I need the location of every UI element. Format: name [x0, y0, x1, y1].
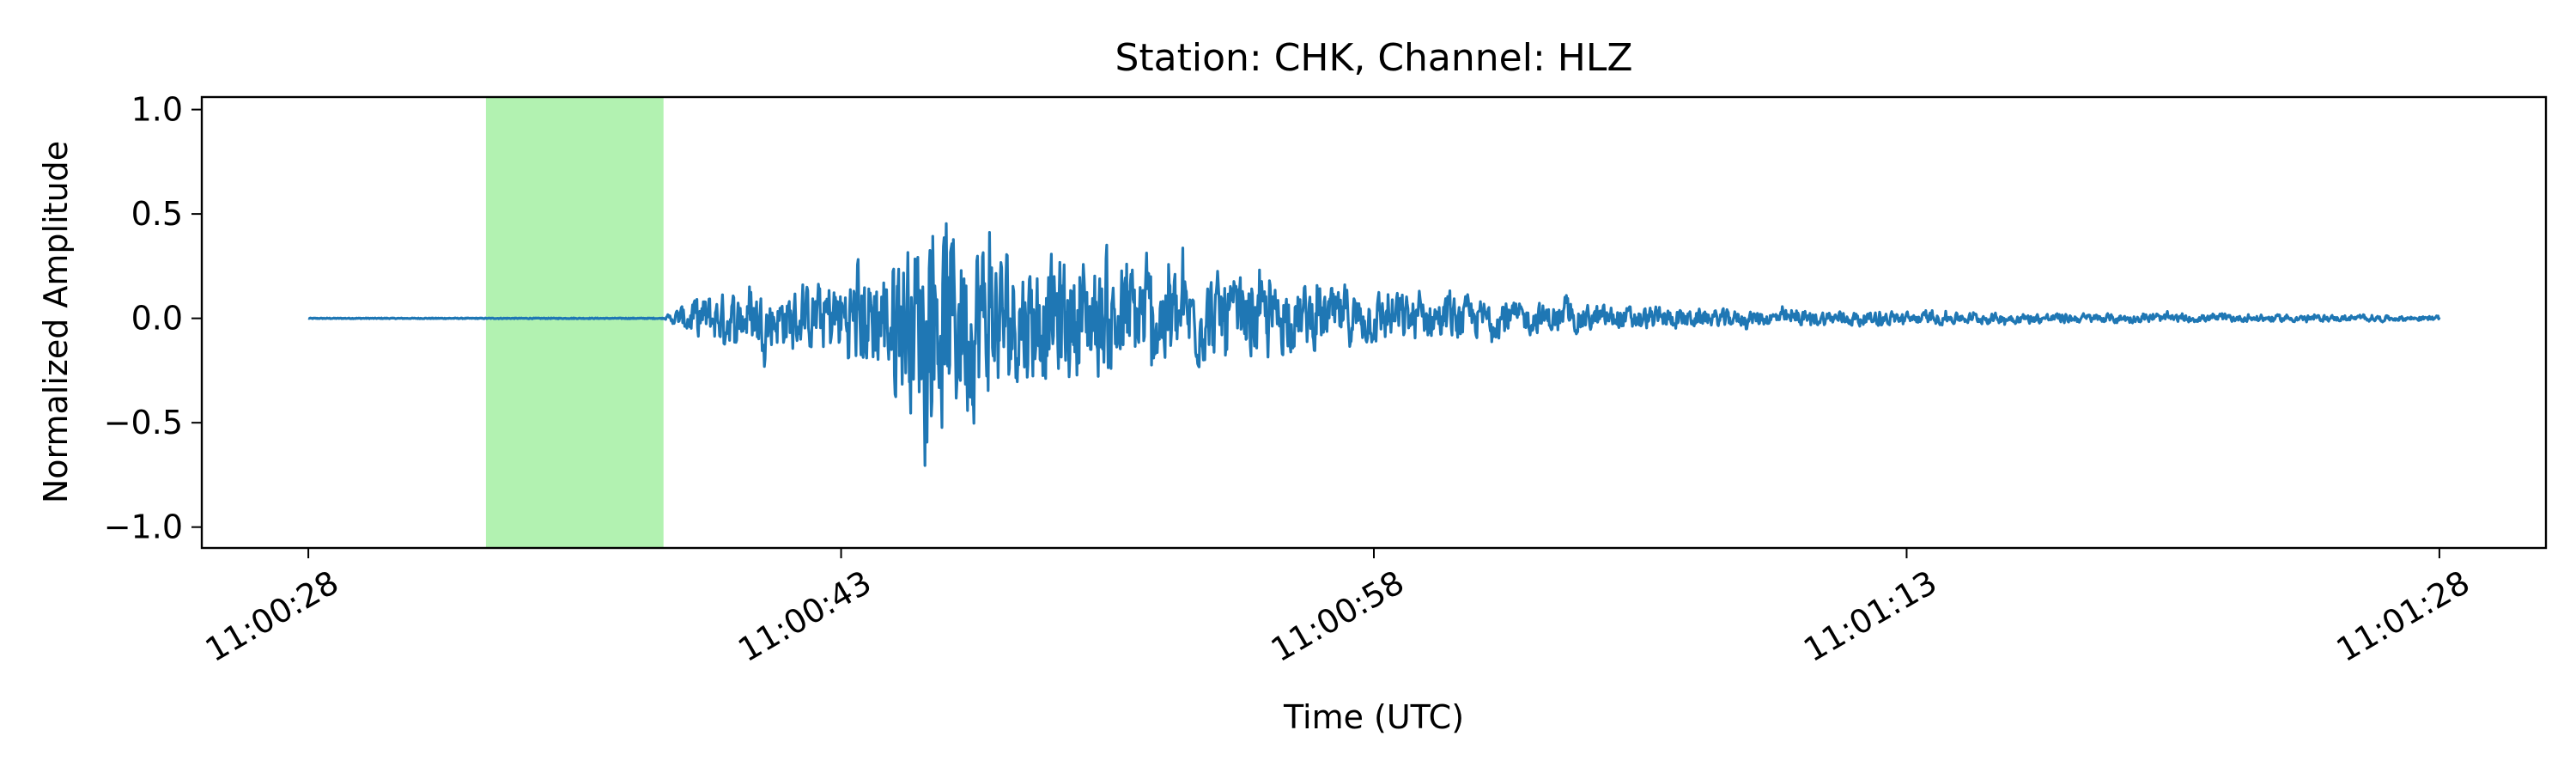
waveform-trace-layer — [307, 222, 2441, 467]
y-axis-label: Normalized Amplitude — [37, 141, 75, 503]
waveform-line — [307, 222, 2441, 467]
chart-title: Station: CHK, Channel: HLZ — [1115, 36, 1632, 80]
y-tick-label: −0.5 — [104, 404, 183, 441]
y-tick-label: −1.0 — [104, 508, 183, 546]
highlight-window — [485, 97, 664, 548]
y-tick-label: 0.0 — [131, 300, 183, 338]
y-tick-label: 0.5 — [131, 195, 183, 233]
x-axis-label: Time (UTC) — [1283, 698, 1464, 736]
y-tick-label: 1.0 — [131, 91, 183, 129]
y-axis: 1.0 0.5 0.0 −0.5 −1.0 — [104, 91, 202, 546]
